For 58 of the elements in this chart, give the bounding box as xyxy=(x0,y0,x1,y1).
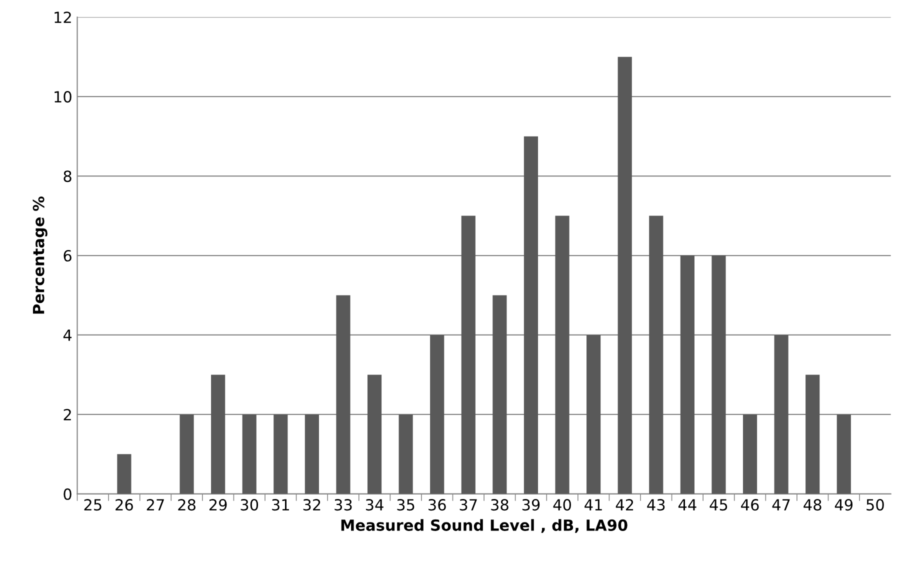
bar xyxy=(712,256,726,494)
x-tick-label: 44 xyxy=(678,499,696,510)
x-tick-label: 49 xyxy=(834,499,853,511)
x-tick-label: 48 xyxy=(804,499,822,511)
bar xyxy=(211,374,226,494)
bar xyxy=(336,295,350,494)
x-axis-title: Measured Sound Level , dB, LA90 xyxy=(341,519,628,533)
y-tick-label: 6 xyxy=(64,250,72,262)
x-tick-label: 35 xyxy=(397,499,414,511)
bar xyxy=(461,216,476,494)
x-tick-label: 47 xyxy=(772,499,790,510)
x-tick-label: 38 xyxy=(491,499,508,511)
bar xyxy=(836,414,851,494)
bar xyxy=(430,334,444,494)
y-tick-label: 8 xyxy=(64,170,72,182)
bar xyxy=(180,414,194,494)
x-tick-label: 46 xyxy=(741,499,759,511)
bar xyxy=(774,334,788,494)
x-tick-label: 29 xyxy=(209,499,227,511)
x-tick-label: 25 xyxy=(84,499,102,511)
x-tick-label: 41 xyxy=(584,499,602,510)
y-tick-label: 2 xyxy=(64,408,71,420)
x-tick-label: 50 xyxy=(866,499,884,511)
x-tick-label: 32 xyxy=(303,499,320,511)
x-tick-label: 40 xyxy=(553,499,571,511)
x-tick-label: 33 xyxy=(334,499,352,511)
bar xyxy=(555,216,570,494)
x-tick-label: 34 xyxy=(366,499,384,511)
bar xyxy=(680,256,694,494)
x-tick-label: 42 xyxy=(616,499,634,510)
bar xyxy=(242,414,256,494)
x-tick-label: 26 xyxy=(116,499,133,511)
x-tick-label: 39 xyxy=(522,499,540,511)
x-tick-label: 36 xyxy=(428,499,446,511)
bar xyxy=(524,136,538,494)
bar xyxy=(117,454,132,494)
y-axis-title: Percentage % xyxy=(32,196,48,314)
y-tick-label: 4 xyxy=(63,330,72,341)
x-tick-label: 37 xyxy=(460,499,477,511)
bar xyxy=(304,414,319,494)
bar xyxy=(398,414,413,494)
x-tick-label: 30 xyxy=(240,499,258,511)
bar xyxy=(492,295,507,494)
bar xyxy=(742,414,758,494)
bar xyxy=(649,216,664,494)
bar xyxy=(586,334,601,494)
x-tick-label: 28 xyxy=(178,499,196,511)
y-tick-label: 10 xyxy=(54,91,72,103)
x-tick-label: 43 xyxy=(647,499,665,511)
y-tick-label: 0 xyxy=(64,488,72,500)
bar xyxy=(806,374,820,494)
bar xyxy=(274,414,288,494)
bar xyxy=(367,374,382,494)
x-tick-label: 31 xyxy=(272,499,289,511)
bar xyxy=(618,56,632,494)
x-tick-label: 45 xyxy=(710,499,728,511)
y-tick-label: 12 xyxy=(54,12,71,23)
x-tick-label: 27 xyxy=(146,499,164,510)
